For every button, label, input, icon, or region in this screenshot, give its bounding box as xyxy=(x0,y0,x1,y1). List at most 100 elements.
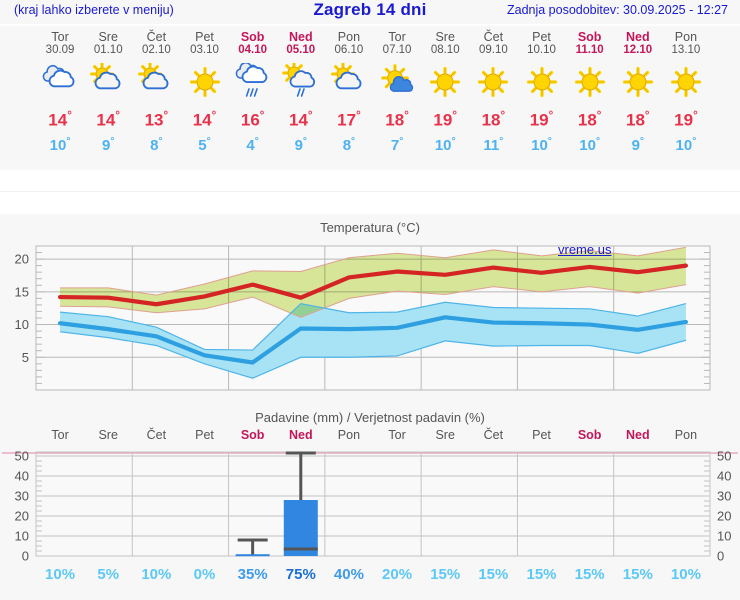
temp-min: 9° xyxy=(101,135,115,154)
precip-bar xyxy=(235,554,270,557)
overcast-icon xyxy=(34,61,86,101)
header-divider xyxy=(0,24,740,26)
precip-probability: 15% xyxy=(526,566,557,583)
day-column-0[interactable]: Tor 30.09 14° 10° xyxy=(34,26,86,156)
temp-min: 11° xyxy=(483,135,504,154)
temp-min: 10° xyxy=(434,135,456,154)
sunny-icon xyxy=(516,61,568,101)
precipitation-chart-title: Padavine (mm) / Verjetnost padavin (%) xyxy=(255,410,485,425)
day-column-6[interactable]: Pon 06.10 17° 8° xyxy=(323,26,375,156)
precip-y-tick-left: 30 xyxy=(15,489,29,504)
day-date: 02.10 xyxy=(141,44,171,56)
day-name: Čet xyxy=(146,30,167,44)
precip-day-label: Sre xyxy=(98,428,118,442)
precip-day-label: Sob xyxy=(577,428,602,442)
precipitation-plot: 0 0 10 10 20 20 30 30 40 40 50 50 xyxy=(0,448,740,566)
precip-day-label: Pet xyxy=(195,428,214,442)
precip-probability: 15% xyxy=(574,566,605,583)
sun-cloud-rain-icon xyxy=(275,61,327,101)
day-name: Čet xyxy=(483,30,504,44)
header-bar: (kraj lahko izberete v meniju) Zagreb 14… xyxy=(0,0,740,24)
temp-max: 13° xyxy=(144,110,169,130)
day-date: 06.10 xyxy=(334,44,364,56)
sunny-icon xyxy=(467,61,519,101)
precip-y-tick-left: 10 xyxy=(15,529,29,544)
day-name: Ned xyxy=(288,30,313,44)
section-divider xyxy=(0,170,740,214)
day-column-8[interactable]: Sre 08.10 19° 10° xyxy=(419,26,471,156)
precip-day-label: Tor xyxy=(51,428,69,442)
temp-max: 17° xyxy=(337,110,361,130)
partly-sunny-icon xyxy=(82,61,134,101)
temp-max: 19° xyxy=(529,110,554,130)
precip-day-label: Sre xyxy=(435,428,455,442)
day-name: Pet xyxy=(195,30,214,44)
day-column-13[interactable]: Pon 13.10 19° 10° xyxy=(660,26,712,156)
temp-min: 10° xyxy=(675,135,697,154)
temp-max: 18° xyxy=(385,110,409,130)
precip-y-tick-left: 20 xyxy=(15,509,29,524)
precip-day-label: Sob xyxy=(240,428,265,442)
temp-min: 10° xyxy=(579,135,601,154)
rain-icon xyxy=(227,61,279,101)
precipitation-probability-row: 10% 5% 10% 0% 35% 75% 40% 20% 15% 15% 15% 15% 15% 10% xyxy=(0,566,740,588)
page-title: Zagreb 14 dni xyxy=(313,0,427,19)
day-name: Tor xyxy=(388,30,406,44)
precip-probability: 15% xyxy=(430,566,461,583)
day-name: Tor xyxy=(51,30,69,44)
precipitation-chart-section: Padavine (mm) / Verjetnost padavin (%) T… xyxy=(0,404,740,588)
sunny-icon xyxy=(419,61,471,101)
precip-day-label: Pon xyxy=(337,428,361,442)
daily-forecast-strip: Tor 30.09 14° 10° Sre 01.10 14° 9° Čet 02.10 13° 8°… xyxy=(0,26,740,170)
precip-probability: 35% xyxy=(237,566,268,583)
day-date: 10.10 xyxy=(527,44,556,56)
day-date: 13.10 xyxy=(671,44,701,56)
temp-y-tick: 10 xyxy=(15,317,29,332)
day-column-7[interactable]: Tor 07.10 18° 7° xyxy=(371,26,423,156)
precip-probability: 10% xyxy=(141,566,172,583)
precip-probability: 15% xyxy=(622,566,653,583)
temp-y-tick: 15 xyxy=(15,284,29,299)
day-date: 01.10 xyxy=(93,44,123,56)
precip-day-label: Ned xyxy=(625,428,650,442)
day-date: 09.10 xyxy=(478,44,508,56)
precip-day-label: Pon xyxy=(674,428,698,442)
day-date: 12.10 xyxy=(623,44,653,56)
day-name: Pon xyxy=(674,30,698,44)
day-column-9[interactable]: Čet 09.10 18° 11° xyxy=(467,26,519,156)
day-date: 07.10 xyxy=(382,44,412,56)
temp-max: 19° xyxy=(433,110,457,130)
temperature-plot: 5 10 15 20 vreme.us xyxy=(0,238,740,404)
day-column-5[interactable]: Ned 05.10 14° 9° xyxy=(275,26,327,156)
temp-max: 18° xyxy=(577,110,602,130)
temp-max: 18° xyxy=(481,110,506,130)
temp-min: 5° xyxy=(198,135,211,154)
day-name: Sob xyxy=(577,30,602,44)
day-name: Sre xyxy=(435,30,455,44)
precip-y-tick-left: 50 xyxy=(15,449,29,464)
temp-min: 7° xyxy=(390,135,404,154)
day-column-12[interactable]: Ned 12.10 18° 9° xyxy=(612,26,664,156)
temp-max: 14° xyxy=(48,110,72,130)
day-column-4[interactable]: Sob 04.10 16° 4° xyxy=(227,26,279,156)
temp-y-tick: 20 xyxy=(15,252,29,267)
precip-day-label: Čet xyxy=(483,428,504,442)
precip-day-label: Pet xyxy=(532,428,551,442)
temp-max: 18° xyxy=(626,110,650,130)
day-column-11[interactable]: Sob 11.10 18° 10° xyxy=(564,26,616,156)
precip-y-tick-left: 40 xyxy=(15,469,29,484)
temp-max: 19° xyxy=(674,110,698,130)
day-column-10[interactable]: Pet 10.10 19° 10° xyxy=(516,26,568,156)
temperature-chart-title: Temperatura (°C) xyxy=(320,220,420,235)
sun-small-cloud-icon xyxy=(371,61,423,101)
temp-max: 14° xyxy=(192,110,217,130)
precip-day-label: Tor xyxy=(388,428,406,442)
day-name: Pon xyxy=(337,30,361,44)
temperature-svg: 5 10 15 20 xyxy=(15,245,711,391)
day-column-3[interactable]: Pet 03.10 14° 5° xyxy=(179,26,231,156)
day-column-2[interactable]: Čet 02.10 13° 8° xyxy=(130,26,182,156)
precip-y-tick-right: 0 xyxy=(717,549,724,564)
sunny-icon xyxy=(564,61,616,101)
day-column-1[interactable]: Sre 01.10 14° 9° xyxy=(82,26,134,156)
precip-bar xyxy=(283,500,318,556)
